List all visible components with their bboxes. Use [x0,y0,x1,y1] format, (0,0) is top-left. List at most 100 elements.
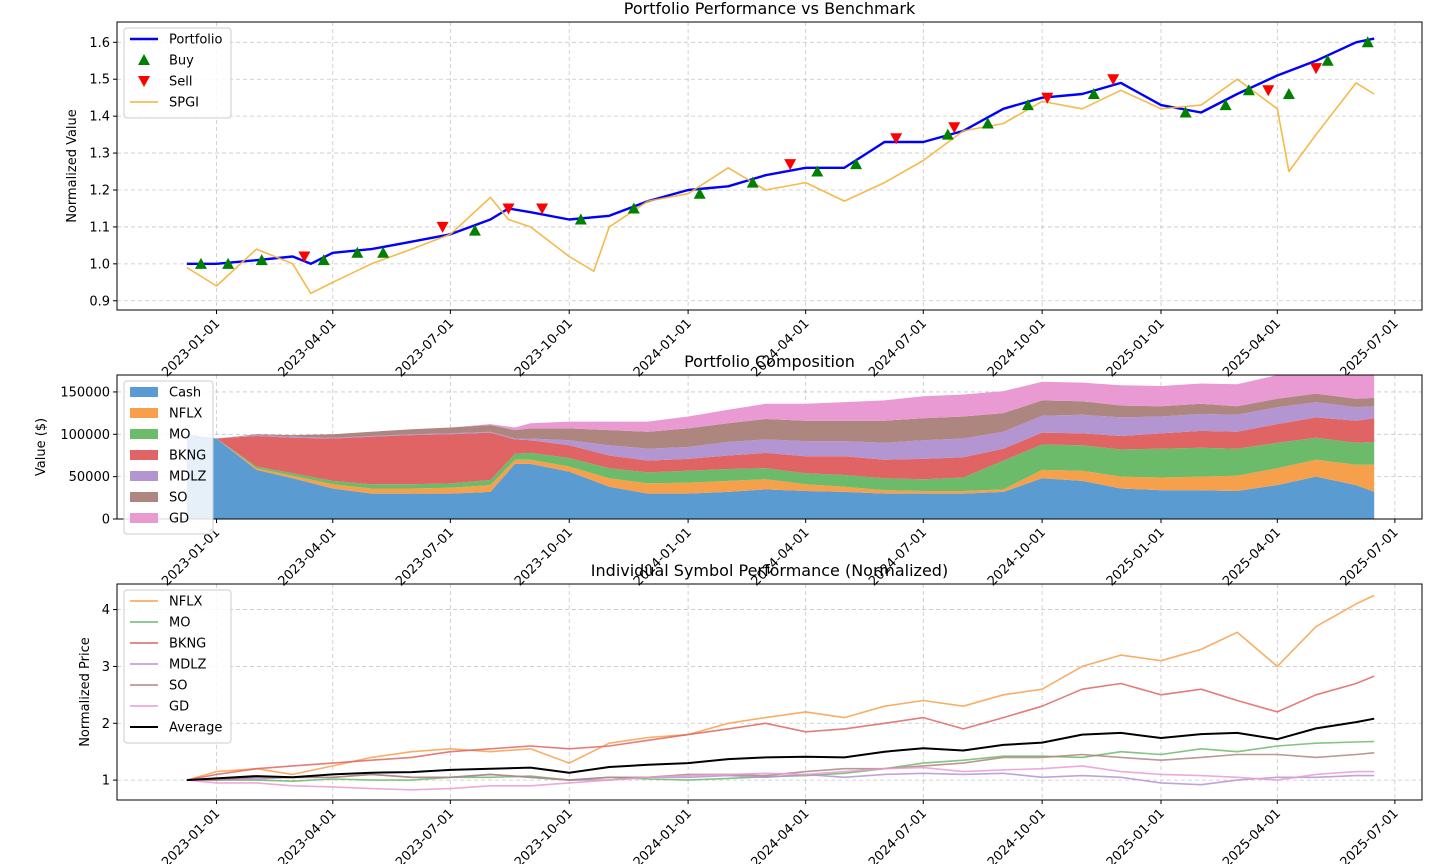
buy-marker [377,246,390,258]
x-tick-label: 2024-10-01 [985,525,1049,589]
y-tick-label: 1.2 [89,184,110,199]
x-tick-label: 2023-07-01 [393,806,457,864]
buy-marker [1361,36,1374,48]
y-tick-label: 4 [102,603,110,618]
buy-marker [317,254,330,266]
buy-marker [1087,88,1100,99]
area-series-mdlz [186,402,1375,461]
buy-marker [1021,99,1034,111]
sell-marker [784,159,797,171]
y-tick-label: 1.0 [89,257,110,272]
legend-swatch [138,54,150,65]
buy-marker [1219,99,1232,111]
x-tick-label: 2023-04-01 [276,316,340,380]
legend-label: GD [169,512,189,527]
y-tick-label: 1.4 [89,110,110,125]
legend-label: SPGI [169,96,199,111]
sell-marker [436,221,449,233]
y-axis-label: Normalized Value [65,109,80,223]
buy-marker [1242,84,1255,96]
legend-label: BKNG [169,449,206,464]
y-tick-label: 1.6 [89,36,110,51]
sell-marker [536,203,549,215]
x-tick-label: 2023-07-01 [393,316,457,380]
y-tick-label: 3 [102,660,110,675]
buy-marker [468,224,481,236]
sell-marker [948,122,961,134]
legend-swatch [130,492,158,502]
y-tick-label: 1.1 [89,220,110,235]
plot-area [186,375,1375,519]
area-series-mo [186,434,1375,491]
y-tick-label: 100000 [60,428,110,443]
x-tick-label: 2023-01-01 [159,525,223,589]
legend-swatch [130,408,158,418]
legend-box [123,589,232,744]
buy-marker [811,165,824,177]
legend-label: MDLZ [169,658,206,673]
legend-label: MDLZ [169,470,206,485]
legend-label: SO [169,679,187,694]
buy-marker [627,202,640,214]
area-series-gd [186,375,1375,439]
buy-marker [693,187,706,199]
axes-frame [116,21,1423,311]
line-series-portfolio [186,37,1375,265]
buy-marker [981,117,994,129]
chart-title: Portfolio Composition [684,352,855,371]
x-tick-label: 2025-04-01 [1220,525,1284,589]
buy-marker [194,257,207,269]
legend-box [123,27,232,119]
x-tick-label: 2025-01-01 [1104,525,1168,589]
x-tick-label: 2023-01-01 [159,806,223,864]
y-tick-label: 1 [102,774,110,789]
x-tick-label: 2023-04-01 [276,806,340,864]
legend-label: SO [169,491,187,506]
line-series-average [186,717,1375,782]
legend: NFLX MO BKNG MDLZ SO GD Average [123,589,232,744]
x-tick-label: 2024-01-01 [631,806,695,864]
x-tick-label: 2025-01-01 [1104,806,1168,864]
legend-label: NFLX [169,407,202,422]
x-tick-label: 2025-04-01 [1220,316,1284,380]
legend-label: Cash [169,386,201,401]
x-tick-label: 2023-07-01 [393,525,457,589]
line-series-spgi [186,78,1375,295]
sell-marker [502,203,515,215]
buy-marker [1282,88,1295,99]
x-tick-label: 2025-07-01 [1338,316,1402,380]
x-tick-label: 2024-07-01 [866,806,930,864]
sell-marker [890,133,903,145]
area-series-cash [186,434,1375,519]
legend-label: MO [169,428,190,443]
legend-label: Buy [169,54,194,69]
plot-area [186,594,1375,791]
legend-swatch [130,471,158,481]
y-tick-label: 1.3 [89,147,110,162]
y-tick-label: 0 [102,513,110,528]
x-tick-label: 2025-04-01 [1220,806,1284,864]
axes-frame [116,374,1423,520]
chart-panel-1: 2023-01-01 2023-04-01 2023-07-01 2023-10-01… [65,0,1423,380]
y-tick-label: 2 [102,717,110,732]
chart-title: Individual Symbol Performance (Normalize… [591,561,948,580]
legend: Cash NFLX MO BKNG MDLZ SO GD [123,380,214,535]
legend-label: Portfolio [169,33,223,48]
plot-area [186,36,1375,295]
legend-label: GD [169,700,189,715]
y-axis-label: Normalized Price [78,637,93,747]
x-tick-label: 2024-07-01 [866,316,930,380]
x-tick-label: 2023-04-01 [276,525,340,589]
legend-swatch [130,387,158,397]
x-tick-label: 2025-07-01 [1338,806,1402,864]
buy-marker [746,176,759,188]
legend-swatch [130,450,158,460]
y-tick-label: 1.5 [89,73,110,88]
chart-panel-2: 2023-01-01 2023-04-01 2023-07-01 2023-10-01… [34,352,1423,589]
legend-label: NFLX [169,595,202,610]
y-axis-label: Value ($) [34,418,49,476]
buy-marker [850,158,863,170]
line-series-nflx [186,594,1375,781]
sell-marker [1262,85,1275,97]
